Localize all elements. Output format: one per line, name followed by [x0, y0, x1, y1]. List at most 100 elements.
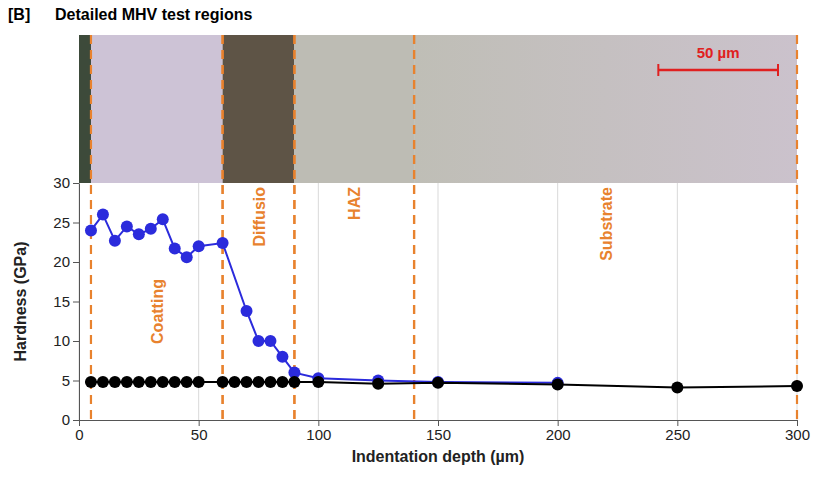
series-marker	[157, 213, 169, 225]
series-marker	[264, 376, 276, 388]
x-tick-label: 50	[191, 426, 208, 443]
series-line	[91, 215, 558, 383]
x-tick: 300	[785, 420, 810, 443]
x-tick-label: 250	[665, 426, 690, 443]
series-marker	[157, 376, 169, 388]
region-label: Diffusio	[251, 187, 268, 247]
y-tick-mark	[73, 420, 79, 421]
series-marker	[217, 237, 229, 249]
region-boundary	[796, 35, 798, 420]
x-tick-label: 100	[306, 426, 331, 443]
series-marker	[97, 376, 109, 388]
y-tick: 0	[62, 411, 79, 428]
micrograph	[79, 35, 797, 183]
region-boundary	[413, 35, 415, 420]
y-tick: 20	[53, 253, 79, 270]
series-marker	[193, 240, 205, 252]
y-tick-label: 10	[53, 332, 70, 349]
series-marker	[121, 220, 133, 232]
scale-bar-label: 50 µm	[697, 44, 740, 61]
region-boundary	[222, 35, 224, 420]
series-marker	[85, 376, 97, 388]
series-marker	[169, 376, 181, 388]
scale-bar-end	[777, 64, 779, 76]
x-tick-label: 0	[75, 426, 83, 443]
micrograph-band	[414, 35, 797, 183]
series-marker	[432, 377, 444, 389]
series-marker	[85, 224, 97, 236]
x-tick: 100	[306, 420, 331, 443]
x-tick-label: 200	[546, 426, 571, 443]
y-tick-mark	[73, 381, 79, 382]
title: Detailed MHV test regions	[55, 6, 252, 23]
x-tick: 50	[191, 420, 208, 443]
series-marker	[109, 235, 121, 247]
series-marker	[217, 376, 229, 388]
micrograph-band	[294, 35, 414, 183]
y-axis-title: Hardness (GPa)	[12, 241, 29, 361]
y-axis-line	[79, 184, 80, 421]
series-marker	[193, 376, 205, 388]
series-marker	[133, 228, 145, 240]
series-marker	[145, 376, 157, 388]
scale-bar-end	[657, 64, 659, 76]
micrograph-band	[223, 35, 295, 183]
region-boundary	[413, 35, 415, 420]
series-marker	[253, 335, 265, 347]
series-marker	[181, 251, 193, 263]
data	[85, 209, 803, 394]
series-marker	[253, 376, 265, 388]
series-marker	[791, 380, 803, 392]
y-tick: 5	[62, 372, 79, 389]
region-boundary	[222, 35, 224, 420]
region-boundary	[293, 35, 295, 420]
x-tick: 150	[426, 420, 451, 443]
x-axis: 0 50 100 150 200 250 300	[75, 420, 810, 443]
x-tick: 200	[546, 420, 571, 443]
series-marker	[276, 351, 288, 363]
series-marker	[276, 376, 288, 388]
region-boundary	[293, 35, 295, 420]
y-tick: 10	[53, 332, 79, 349]
x-tick-label: 300	[785, 426, 810, 443]
y-tick: 15	[53, 293, 79, 310]
series-marker	[241, 376, 253, 388]
chart: [B]Detailed MHV test regions50 µm0501001…	[0, 0, 823, 479]
x-tick: 250	[665, 420, 690, 443]
y-tick-label: 0	[62, 411, 70, 428]
x-tick: 0	[75, 420, 83, 443]
series-marker	[169, 243, 181, 255]
series-marker	[671, 382, 683, 394]
y-tick-mark	[73, 302, 79, 303]
y-tick-label: 15	[53, 293, 70, 310]
plot-area	[79, 183, 797, 420]
y-tick: 25	[53, 214, 79, 231]
panel-label: [B]	[8, 6, 30, 23]
y-tick-mark	[73, 262, 79, 263]
y-tick: 30	[53, 174, 79, 191]
series-marker	[121, 376, 133, 388]
scale-bar	[658, 69, 778, 72]
series-marker	[288, 376, 300, 388]
region-label: Coatting	[149, 279, 166, 344]
series-marker	[241, 305, 253, 317]
y-tick-mark	[73, 341, 79, 342]
y-axis: 0 5 10 15 20 25 30	[53, 174, 79, 428]
x-axis-title: Indentation depth (µm)	[352, 448, 525, 465]
y-tick-label: 20	[53, 253, 70, 270]
series-marker	[109, 376, 121, 388]
series-marker	[552, 378, 564, 390]
series-marker	[229, 376, 241, 388]
series-marker	[145, 223, 157, 235]
y-tick-mark	[73, 223, 79, 224]
region-label: HAZ	[346, 187, 363, 220]
series-marker	[432, 376, 444, 388]
y-tick-label: 25	[53, 214, 70, 231]
series-marker	[97, 209, 109, 221]
region-label: Substrate	[598, 187, 615, 261]
y-tick-mark	[73, 183, 79, 184]
series-marker	[312, 376, 324, 388]
series-marker	[264, 335, 276, 347]
series-marker	[372, 378, 384, 390]
micrograph-band	[91, 35, 223, 183]
